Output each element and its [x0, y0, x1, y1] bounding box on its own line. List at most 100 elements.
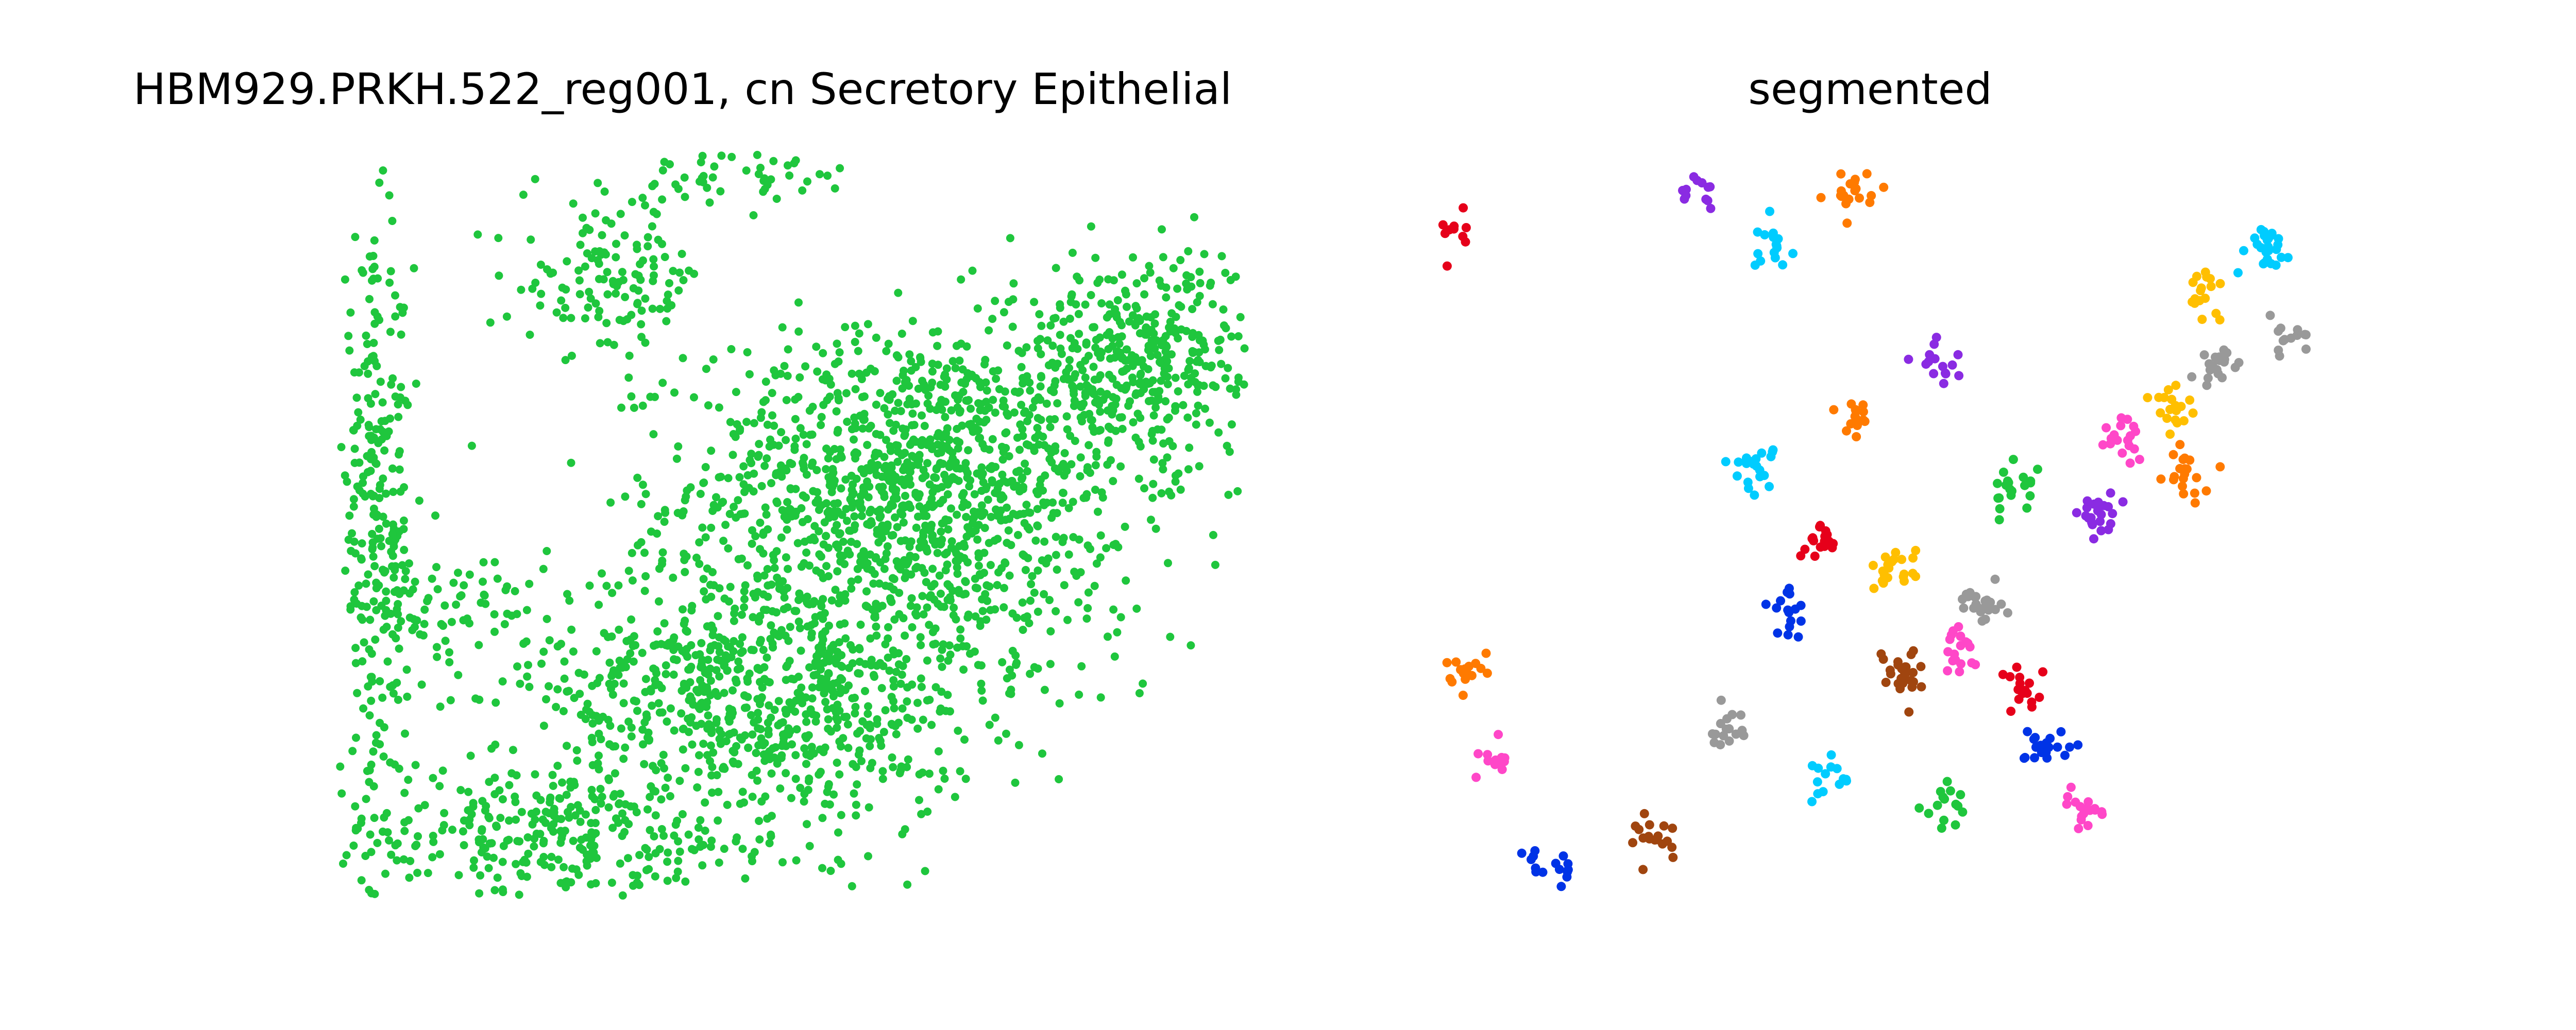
scatter-point	[1026, 596, 1035, 605]
scatter-point	[738, 845, 747, 853]
segment-point	[2190, 488, 2199, 498]
scatter-point	[946, 707, 954, 716]
segment-point	[1953, 801, 1963, 811]
scatter-point	[911, 609, 920, 618]
scatter-point	[498, 677, 507, 686]
segment-point	[2116, 421, 2126, 431]
scatter-point	[756, 163, 765, 172]
scatter-point	[652, 640, 661, 649]
scatter-point	[554, 855, 563, 864]
segment-point	[1706, 203, 1716, 213]
scatter-point	[943, 424, 952, 433]
scatter-point	[662, 317, 671, 325]
scatter-point	[637, 320, 646, 329]
scatter-point	[1083, 604, 1092, 612]
scatter-point	[835, 530, 844, 539]
scatter-point	[849, 480, 857, 489]
scatter-point	[617, 403, 625, 412]
segment-point	[2277, 252, 2286, 262]
scatter-point	[894, 562, 903, 571]
scatter-point	[670, 831, 679, 840]
scatter-point	[838, 510, 846, 519]
scatter-point	[784, 564, 792, 573]
scatter-point	[724, 544, 733, 553]
scatter-point	[707, 523, 716, 532]
scatter-point	[850, 435, 858, 444]
scatter-point	[566, 777, 575, 786]
segment-point	[1851, 406, 1861, 416]
scatter-point	[359, 704, 368, 713]
scatter-point	[337, 443, 346, 452]
scatter-point	[884, 623, 892, 631]
scatter-point	[628, 548, 636, 557]
scatter-point	[1198, 336, 1207, 345]
scatter-point	[603, 290, 612, 299]
scatter-point	[679, 605, 687, 614]
scatter-point	[954, 444, 962, 453]
scatter-point	[369, 552, 378, 561]
scatter-point	[1146, 313, 1155, 322]
scatter-point	[786, 623, 794, 631]
segment-point	[1447, 677, 1457, 687]
scatter-point	[725, 510, 734, 518]
scatter-point	[754, 452, 762, 461]
scatter-point	[522, 858, 531, 867]
scatter-point	[962, 342, 971, 351]
scatter-point	[1026, 670, 1035, 678]
scatter-point	[1164, 414, 1173, 422]
scatter-point	[918, 411, 926, 420]
scatter-point	[591, 299, 600, 308]
segment-point	[1783, 605, 1793, 615]
scatter-point	[895, 769, 904, 778]
scatter-point	[383, 657, 392, 666]
scatter-point	[765, 839, 774, 848]
scatter-point	[767, 479, 775, 488]
scatter-point	[1199, 382, 1208, 390]
scatter-point	[348, 529, 356, 538]
scatter-point	[675, 777, 684, 785]
scatter-point	[624, 854, 632, 863]
scatter-point	[358, 657, 367, 666]
scatter-point	[819, 748, 828, 757]
scatter-point	[1134, 314, 1143, 322]
scatter-point	[382, 432, 391, 440]
scatter-point	[368, 545, 377, 554]
segment-point	[1808, 533, 1818, 543]
scatter-point	[961, 775, 970, 783]
scatter-point	[649, 664, 658, 673]
scatter-point	[1097, 299, 1106, 307]
scatter-point	[615, 800, 623, 809]
scatter-point	[791, 775, 800, 783]
scatter-point	[467, 810, 476, 818]
scatter-point	[706, 741, 715, 750]
scatter-point	[735, 473, 744, 482]
scatter-point	[1109, 276, 1118, 285]
segment-point	[2203, 373, 2213, 383]
scatter-point	[512, 771, 521, 780]
scatter-point	[759, 590, 768, 599]
scatter-point	[505, 781, 514, 789]
scatter-point	[686, 678, 694, 686]
scatter-point	[994, 366, 1003, 375]
scatter-point	[862, 734, 871, 743]
scatter-point	[767, 580, 776, 589]
scatter-point	[1051, 377, 1060, 386]
scatter-point	[850, 512, 859, 521]
segment-point	[1776, 596, 1785, 606]
scatter-point	[737, 610, 746, 619]
segment-point	[1980, 602, 1990, 611]
scatter-point	[574, 870, 583, 879]
segment-point	[1556, 882, 1566, 891]
scatter-point	[539, 647, 548, 656]
scatter-point	[587, 785, 596, 794]
scatter-point	[866, 508, 874, 517]
scatter-point	[869, 579, 878, 588]
scatter-point	[606, 498, 615, 507]
segment-point	[1530, 846, 1540, 855]
scatter-point	[871, 613, 879, 622]
segment-point	[2045, 733, 2055, 743]
segment-point	[2082, 496, 2092, 506]
scatter-point	[531, 279, 540, 287]
segment-point	[1652, 835, 1662, 845]
scatter-point	[758, 683, 767, 692]
